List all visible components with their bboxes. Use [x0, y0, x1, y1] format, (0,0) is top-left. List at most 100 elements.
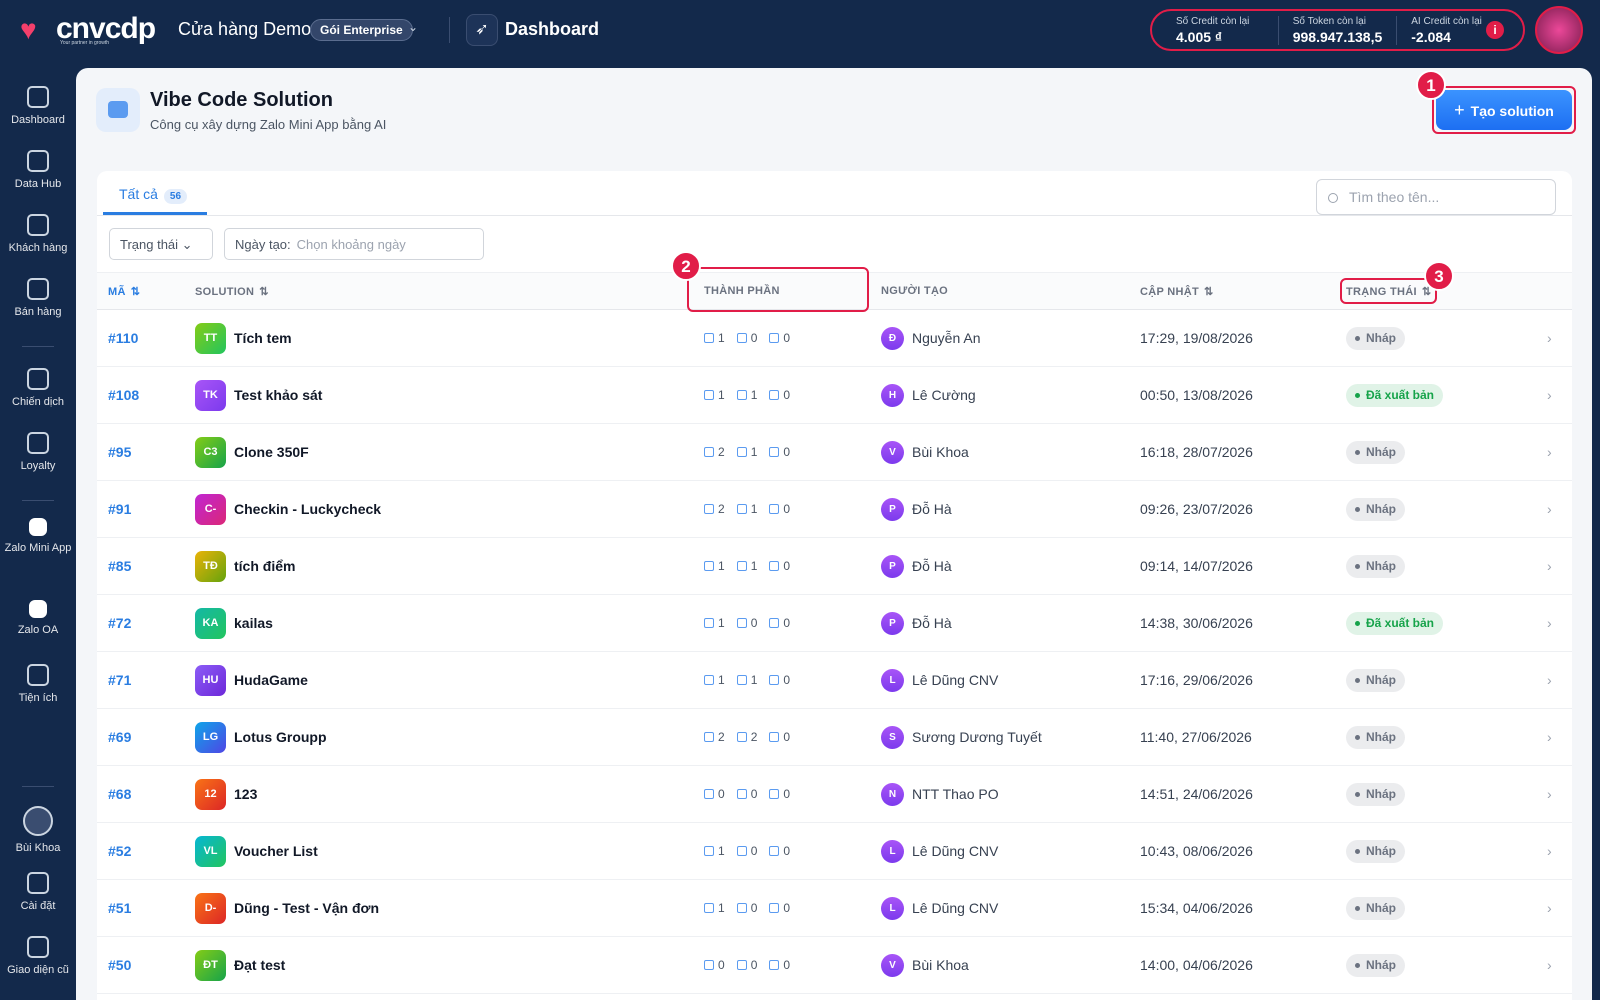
column-header[interactable]: CẬP NHẬT ⇅ — [1140, 285, 1214, 298]
chevron[interactable]: › — [1547, 957, 1552, 973]
component-count: 0 — [783, 445, 791, 459]
component-count: 1 — [718, 673, 725, 687]
table-row[interactable]: #91 C- Checkin - Luckycheck 2 1 0 P Đỗ Hà 09:26,… — [97, 481, 1572, 538]
nav-label: Zalo OA — [17, 624, 59, 636]
sort-icon: ⇅ — [259, 286, 269, 298]
solution-id: #52 — [108, 843, 132, 859]
chevron[interactable]: › — [1547, 558, 1552, 574]
chevron[interactable]: › — [1547, 444, 1552, 460]
nav-icon — [27, 432, 49, 454]
component-icon — [769, 903, 780, 913]
nav-item[interactable]: Zalo OA — [0, 600, 76, 636]
solution-id: #72 — [108, 615, 132, 631]
nav-icon — [29, 600, 47, 618]
nav-item[interactable]: Bán hàng — [0, 278, 76, 318]
table-row[interactable]: #69 LG Lotus Groupp 2 2 0 S Sương Dương Tuyết 11… — [97, 709, 1572, 766]
column-header: NGƯỜI TẠO — [881, 285, 948, 297]
column-header[interactable]: TRẠNG THÁI ⇅ — [1346, 285, 1431, 298]
credit-value: 998.947.138,5 — [1292, 28, 1383, 45]
component-icon — [769, 333, 780, 343]
table-row[interactable]: #51 D- Dũng - Test - Vận đơn 1 0 0 L Lê Dũng CN… — [97, 880, 1572, 937]
info-icon[interactable]: i — [1486, 21, 1504, 39]
chevron[interactable]: › — [1547, 786, 1552, 802]
top-bar: ♥ cnvcdp Your partner in growth Cửa hàng… — [0, 0, 1600, 62]
nav-icon — [27, 368, 49, 390]
chevron[interactable]: › — [1547, 330, 1552, 346]
solution-avatar: 12 — [195, 779, 226, 810]
table-row[interactable]: #68 12 123 0 0 0 N NTT Thao PO 14:51, 24/06/2026… — [97, 766, 1572, 823]
sidebar: Dashboard Data Hub Khách hàng Bán hàng Chiến… — [0, 62, 76, 1000]
nav-item[interactable]: Khách hàng — [0, 214, 76, 254]
chevron[interactable]: › — [1547, 729, 1552, 745]
tab[interactable]: Tất cả 56 — [103, 171, 207, 215]
component-icon — [736, 504, 747, 514]
component-icon — [769, 675, 780, 685]
plan-badge[interactable]: Gói Enterprise — [310, 19, 413, 41]
user-avatar[interactable] — [1535, 6, 1583, 54]
chevron[interactable]: › — [1547, 672, 1552, 688]
table-row[interactable]: #71 HU HudaGame 1 1 0 L Lê Dũng CNV 17:16, 29/06… — [97, 652, 1572, 709]
chevron[interactable]: › — [1547, 501, 1552, 517]
nav-item[interactable]: Giao diện cũ — [0, 936, 76, 976]
component-count: 2 — [718, 730, 725, 744]
solution-id: #51 — [108, 900, 132, 916]
nav-item[interactable]: Chiến dịch — [0, 368, 76, 408]
nav-item[interactable]: Loyalty — [0, 432, 76, 472]
updated-at: 14:38, 30/06/2026 — [1140, 615, 1253, 631]
solution-avatar: KA — [195, 608, 226, 639]
component-count: 2 — [718, 502, 725, 516]
status-filter[interactable]: Trạng thái ⌄ — [109, 228, 213, 260]
nav-label: Cài đặt — [20, 900, 56, 912]
component-count: 0 — [783, 901, 791, 915]
component-count: 1 — [718, 331, 725, 345]
component-count: 0 — [783, 616, 791, 630]
nav-label: Zalo Mini App — [4, 542, 72, 554]
components: 1 0 0 — [704, 880, 802, 937]
date-filter[interactable]: Ngày tạo: Chọn khoảng ngày — [224, 228, 484, 260]
table-row[interactable]: #72 KA kailas 1 0 0 P Đỗ Hà 14:38, 30/06/2026 Đã … — [97, 595, 1572, 652]
search-input[interactable]: Tìm theo tên... — [1316, 179, 1556, 215]
store-name[interactable]: Cửa hàng Demo — [178, 19, 312, 39]
solution-id: #85 — [108, 558, 132, 574]
chevron[interactable]: › — [1547, 843, 1552, 859]
creator-name: Lê Dũng CNV — [912, 672, 999, 688]
creator-avatar: V — [881, 441, 904, 464]
table-row[interactable]: #85 TĐ tích điểm 1 1 0 P Đỗ Hà 09:14, 14/07/2026… — [97, 538, 1572, 595]
solution-id: #91 — [108, 501, 132, 517]
table-row[interactable]: #110 TT Tích tem 1 0 0 Đ Nguyễn An 17:29, 19/08/… — [97, 310, 1572, 367]
dropdown-icon[interactable]: ⌄ — [408, 20, 419, 34]
column-header[interactable]: MÃ ⇅ — [108, 285, 140, 298]
nav-item[interactable]: Cài đặt — [0, 872, 76, 912]
logo[interactable]: cnvcdp — [56, 12, 156, 45]
tab-count: 56 — [163, 189, 188, 204]
creator-name: Đỗ Hà — [912, 615, 952, 631]
nav-icon — [29, 518, 47, 536]
component-count: 0 — [783, 787, 791, 801]
chevron[interactable]: › — [1547, 615, 1552, 631]
table-card: Tất cả 56 Tìm theo tên... Trạng thái ⌄ Ng… — [97, 171, 1572, 1000]
component-count: 0 — [783, 559, 791, 573]
solution-avatar: VL — [195, 836, 226, 867]
table-row[interactable]: #52 VL Voucher List 1 0 0 L Lê Dũng CNV 10:43, 0… — [97, 823, 1572, 880]
nav-item[interactable]: Data Hub — [0, 150, 76, 190]
component-icon — [769, 390, 780, 400]
create-button[interactable]: + Tạo solution — [1436, 90, 1572, 130]
column-header[interactable]: SOLUTION ⇅ — [195, 285, 269, 298]
component-icon — [704, 789, 714, 799]
nav-item[interactable]: Tiện ích — [0, 664, 76, 704]
nav-item[interactable]: Zalo Mini App — [0, 518, 76, 554]
nav-label: Chiến dịch — [12, 396, 64, 408]
table-row[interactable]: #50 ĐT Đạt test 0 0 0 V Bùi Khoa 14:00, 04/06/20… — [97, 937, 1572, 994]
component-icon — [736, 333, 747, 343]
table-row[interactable]: #95 C3 Clone 350F 2 1 0 V Bùi Khoa 16:18, 28/07/… — [97, 424, 1572, 481]
chevron[interactable]: › — [1547, 387, 1552, 403]
annotation-box — [1432, 86, 1576, 134]
component-count: 0 — [783, 958, 791, 972]
nav-item[interactable]: Dashboard — [0, 86, 76, 126]
table-row[interactable]: #108 TK Test khảo sát 1 1 0 H Lê Cường 00:50, 13… — [97, 367, 1572, 424]
component-icon — [769, 561, 780, 571]
nav-item[interactable]: Bùi Khoa — [0, 806, 76, 854]
solution-id: #50 — [108, 957, 132, 973]
chevron[interactable]: › — [1547, 900, 1552, 916]
component-icon — [704, 960, 714, 970]
